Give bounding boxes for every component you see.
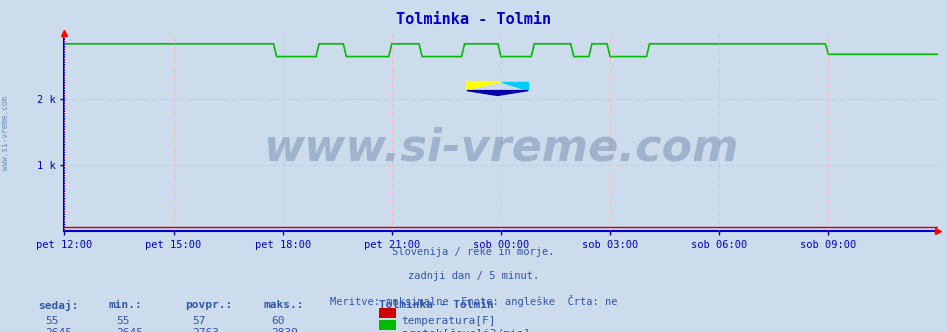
Text: www.si-vreme.com: www.si-vreme.com <box>1 96 10 170</box>
Polygon shape <box>467 82 501 90</box>
Text: 2763: 2763 <box>192 328 220 332</box>
Text: Slovenija / reke in morje.: Slovenija / reke in morje. <box>392 247 555 257</box>
Text: zadnji dan / 5 minut.: zadnji dan / 5 minut. <box>408 271 539 281</box>
Text: temperatura[F]: temperatura[F] <box>402 316 496 326</box>
Text: povpr.:: povpr.: <box>185 300 232 310</box>
Text: 60: 60 <box>271 316 284 326</box>
Text: Tolminka - Tolmin: Tolminka - Tolmin <box>379 300 493 310</box>
Text: pretok[čevelj3/min]: pretok[čevelj3/min] <box>402 328 529 332</box>
Text: www.si-vreme.com: www.si-vreme.com <box>263 126 739 169</box>
Text: 55: 55 <box>116 316 130 326</box>
Text: 2839: 2839 <box>271 328 298 332</box>
Text: 2645: 2645 <box>45 328 73 332</box>
Polygon shape <box>502 82 528 90</box>
Text: min.:: min.: <box>109 300 143 310</box>
Text: 55: 55 <box>45 316 59 326</box>
Polygon shape <box>467 91 528 95</box>
Text: maks.:: maks.: <box>263 300 304 310</box>
Text: Tolminka - Tolmin: Tolminka - Tolmin <box>396 12 551 27</box>
Text: 57: 57 <box>192 316 205 326</box>
Text: Meritve: maksimalne  Enote: angleške  Črta: ne: Meritve: maksimalne Enote: angleške Črta… <box>330 295 617 307</box>
Text: 2645: 2645 <box>116 328 144 332</box>
Text: sedaj:: sedaj: <box>38 300 79 311</box>
